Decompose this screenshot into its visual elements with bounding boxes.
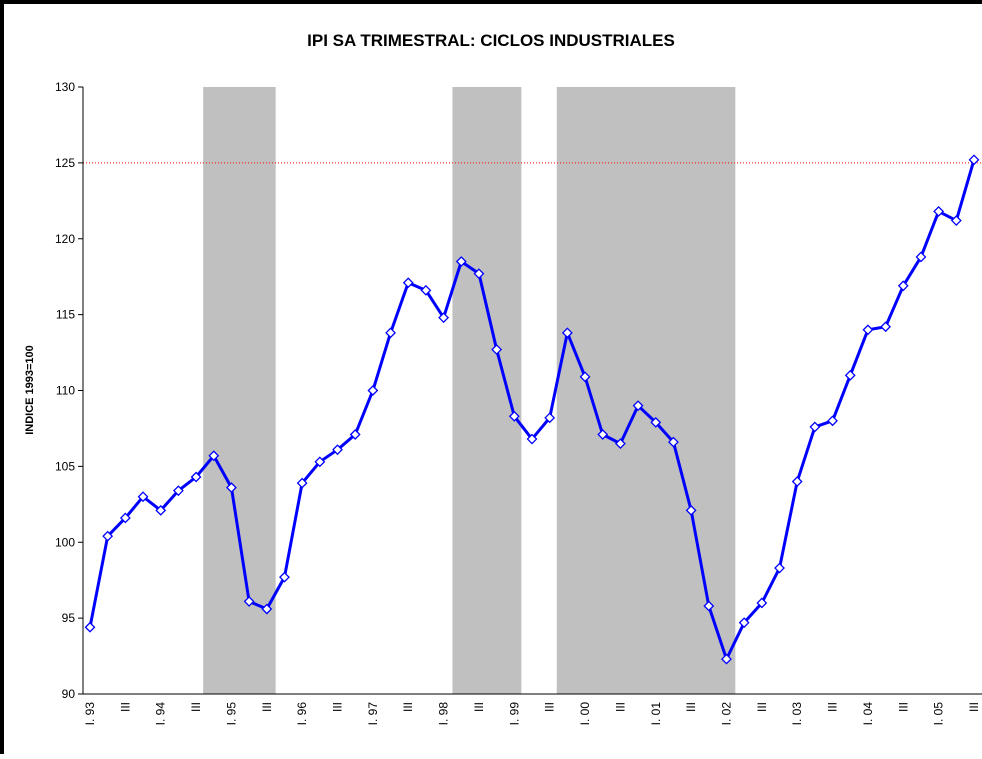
data-point bbox=[102, 530, 114, 542]
data-point bbox=[261, 603, 273, 615]
data-point bbox=[738, 617, 750, 629]
x-tick-label: III bbox=[189, 702, 203, 712]
data-point bbox=[332, 444, 343, 456]
x-tick-label: I. 93 bbox=[83, 702, 97, 726]
x-tick-label: III bbox=[118, 702, 132, 712]
x-tick-label: III bbox=[896, 702, 910, 712]
data-point bbox=[367, 385, 379, 396]
data-point bbox=[614, 438, 626, 450]
x-tick-label: I. 01 bbox=[649, 702, 663, 726]
data-point bbox=[650, 416, 662, 428]
x-tick-label: I. 95 bbox=[224, 702, 238, 726]
data-point bbox=[668, 436, 679, 448]
data-point bbox=[155, 504, 167, 516]
data-point bbox=[491, 344, 503, 355]
data-point bbox=[862, 324, 874, 336]
data-point bbox=[349, 429, 361, 440]
x-tick-label: I. 99 bbox=[507, 702, 521, 726]
shaded-period bbox=[452, 87, 522, 694]
data-point bbox=[84, 621, 96, 633]
data-point bbox=[455, 256, 467, 267]
data-point bbox=[933, 206, 945, 217]
x-tick-label: I. 00 bbox=[578, 702, 592, 726]
data-point bbox=[561, 327, 573, 339]
x-tick-label: I. 96 bbox=[295, 702, 309, 726]
data-point bbox=[438, 312, 450, 324]
data-point bbox=[844, 369, 856, 381]
x-tick-label: I. 98 bbox=[437, 702, 451, 726]
data-point bbox=[685, 504, 697, 516]
x-tick-label: I. 04 bbox=[861, 702, 875, 726]
x-tick-label: III bbox=[543, 702, 557, 712]
x-tick-label: I. 02 bbox=[719, 702, 733, 726]
data-point bbox=[968, 154, 980, 166]
x-tick-label: III bbox=[472, 702, 486, 712]
y-tick-label: 90 bbox=[62, 687, 76, 701]
data-point bbox=[314, 456, 326, 468]
data-point bbox=[279, 571, 290, 583]
data-point bbox=[385, 327, 396, 339]
x-tick-label: III bbox=[613, 702, 627, 712]
data-point bbox=[526, 433, 538, 445]
x-tick-label: III bbox=[331, 702, 345, 712]
data-point bbox=[579, 371, 591, 383]
data-point bbox=[473, 268, 485, 280]
data-point bbox=[827, 415, 838, 427]
x-tick-label: I. 03 bbox=[790, 702, 804, 726]
y-axis-label: INDICE 1993=100 bbox=[24, 345, 36, 435]
data-point bbox=[809, 421, 821, 433]
data-point bbox=[508, 410, 520, 422]
data-point bbox=[402, 277, 414, 289]
data-point bbox=[756, 597, 768, 609]
data-point bbox=[950, 215, 962, 226]
y-tick-label: 100 bbox=[55, 535, 75, 549]
data-point bbox=[880, 321, 892, 333]
data-point bbox=[420, 284, 432, 296]
data-point bbox=[226, 482, 237, 494]
data-point bbox=[172, 485, 184, 497]
data-point bbox=[208, 450, 220, 462]
data-point bbox=[632, 400, 644, 412]
data-point bbox=[774, 562, 785, 574]
data-point bbox=[897, 280, 909, 292]
y-tick-label: 105 bbox=[55, 459, 75, 473]
x-tick-label: III bbox=[826, 702, 840, 712]
x-tick-label: I. 94 bbox=[154, 702, 168, 726]
data-point bbox=[915, 251, 927, 263]
y-tick-label: 95 bbox=[62, 611, 76, 625]
data-point bbox=[190, 471, 202, 483]
data-point bbox=[703, 600, 715, 612]
data-point bbox=[137, 491, 149, 503]
x-tick-label: III bbox=[260, 702, 274, 712]
y-tick-label: 115 bbox=[56, 308, 75, 322]
x-tick-label: I. 05 bbox=[932, 702, 946, 726]
data-point bbox=[243, 596, 255, 607]
x-tick-label: III bbox=[755, 702, 769, 712]
x-tick-label: III bbox=[967, 702, 981, 712]
y-tick-label: 130 bbox=[55, 80, 75, 94]
data-point bbox=[791, 476, 803, 487]
shaded-period bbox=[203, 87, 276, 694]
x-tick-label: III bbox=[684, 702, 698, 712]
chart-title: IPI SA TRIMESTRAL: CICLOS INDUSTRIALES bbox=[307, 31, 675, 50]
data-point bbox=[296, 477, 308, 489]
y-tick-label: 120 bbox=[55, 232, 75, 246]
y-tick-label: 110 bbox=[56, 384, 75, 398]
y-tick-label: 125 bbox=[55, 156, 75, 170]
data-point bbox=[119, 512, 131, 524]
x-tick-label: III bbox=[401, 702, 415, 712]
data-point bbox=[597, 429, 609, 440]
x-tick-label: I. 97 bbox=[366, 702, 380, 726]
data-point bbox=[544, 412, 556, 424]
data-point bbox=[721, 653, 732, 665]
